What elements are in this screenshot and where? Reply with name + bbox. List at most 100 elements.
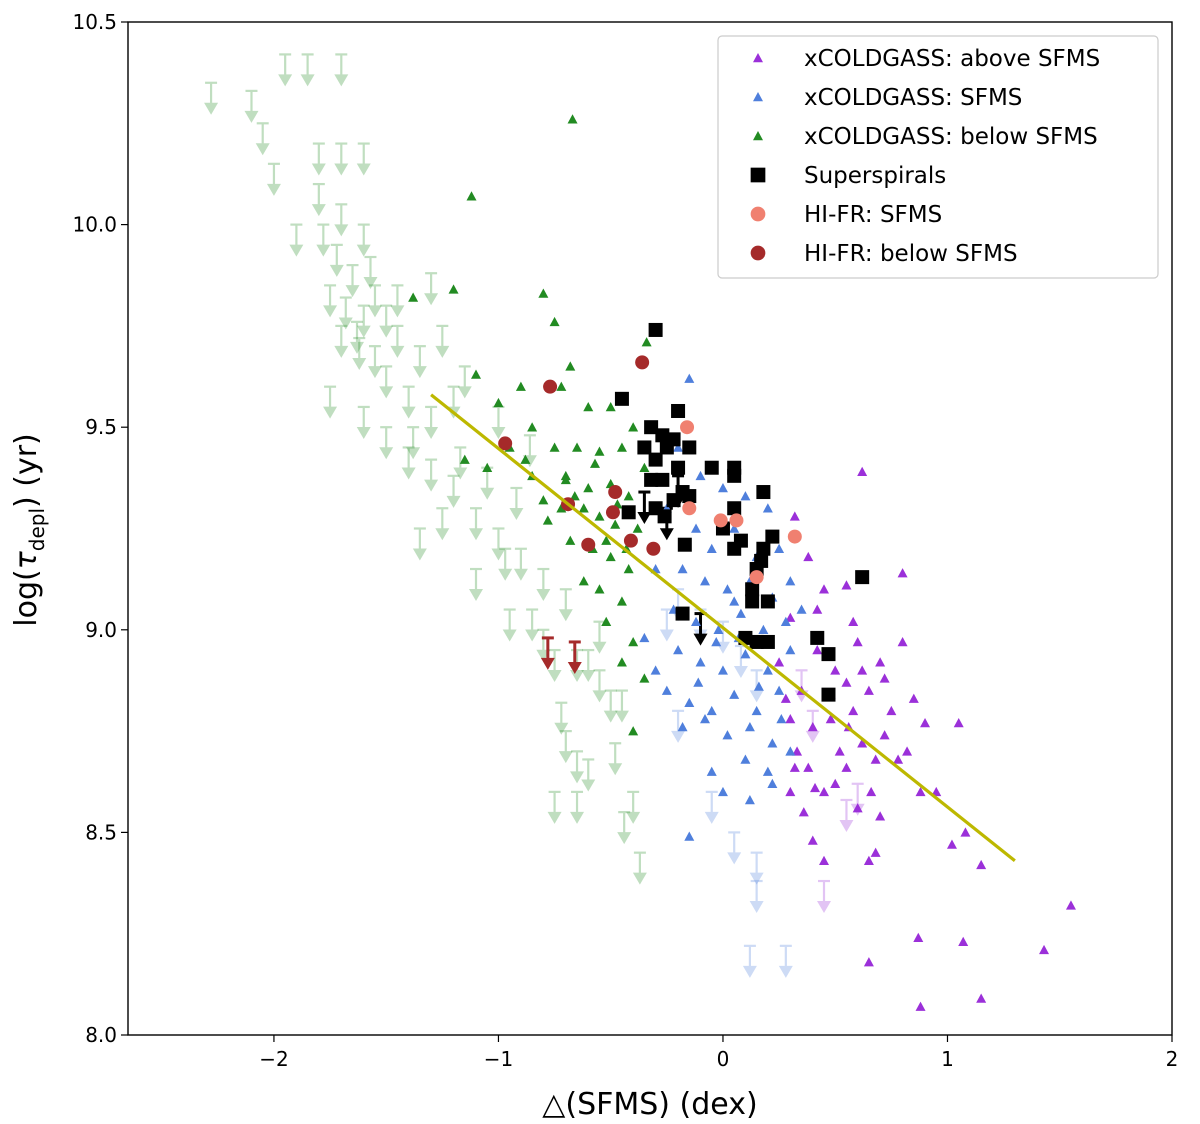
arrow-head	[733, 666, 748, 679]
xcoldgass-below-sfms-point	[549, 316, 560, 327]
xcoldgass-sfms-point	[717, 482, 728, 493]
upper-limit-arrow	[457, 365, 472, 399]
arrow-head	[637, 512, 652, 525]
upper-limit-arrow	[581, 648, 596, 683]
upper-limit-arrow	[367, 345, 382, 379]
xcoldgass-below-sfms-point	[542, 515, 553, 525]
upper-limit-arrow	[614, 689, 629, 723]
xcoldgass-above-sfms-point	[780, 693, 791, 703]
upper-limit-arrow	[323, 284, 338, 318]
arrow-head	[311, 204, 326, 217]
xcoldgass-below-sfms-point	[459, 454, 470, 464]
xcoldgass-sfms-point	[762, 503, 773, 513]
xcoldgass-sfms-point	[722, 730, 733, 740]
arrow-head	[345, 285, 360, 298]
xcoldgass-above-sfms-point	[841, 677, 852, 687]
arrow-head	[805, 730, 820, 743]
x-tick-label: −1	[484, 1047, 513, 1071]
xcoldgass-sfms-point	[785, 645, 796, 655]
xcoldgass-sfms-point	[639, 632, 650, 643]
xcoldgass-above-sfms-point	[913, 932, 924, 943]
xcoldgass-above-sfms-point	[920, 717, 931, 728]
xcoldgass-above-sfms-point	[976, 993, 987, 1003]
arrow-head	[554, 722, 569, 735]
xcoldgass-above-sfms-point	[830, 665, 841, 675]
xcoldgass-sfms-point	[717, 786, 728, 797]
superspirals-point	[765, 529, 780, 544]
xcoldgass-below-sfms-point	[641, 337, 652, 347]
xcoldgass-below-sfms-point	[565, 361, 576, 371]
legend-marker	[750, 206, 766, 222]
y-axis-label-symbol: τ	[9, 550, 44, 569]
y-tick-label: 9.0	[85, 618, 117, 642]
upper-limit-arrow	[334, 142, 349, 176]
superspirals-point	[727, 501, 742, 516]
xcoldgass-below-sfms-point	[628, 422, 639, 432]
upper-limit-arrow	[311, 182, 326, 217]
arrow-head	[491, 426, 506, 439]
xcoldgass-above-sfms-point	[841, 580, 852, 590]
xcoldgass-above-sfms-point	[953, 717, 964, 728]
axis-ticks: −2 −1 0 1 2 8.0 8.5 9.0 9.5 10.0 10.5	[72, 10, 1178, 1071]
upper-limit-arrow	[498, 547, 513, 581]
arrow-head	[390, 345, 405, 358]
arrow-head	[435, 528, 450, 541]
arrow-head	[727, 852, 742, 865]
upper-limit-arrow	[525, 608, 540, 642]
arrow-head	[278, 74, 293, 87]
xcoldgass-below-sfms-point	[471, 369, 481, 379]
xcoldgass-above-sfms-point	[875, 657, 886, 667]
upper-limit-arrow	[323, 385, 338, 419]
hi-fr-sfms-point	[682, 501, 697, 516]
arrow-head	[749, 901, 764, 914]
arrow-head	[570, 811, 585, 824]
xcoldgass-above-sfms-point	[866, 786, 877, 797]
xcoldgass-below-sfms-point	[567, 114, 578, 124]
y-tick-label: 9.5	[85, 415, 117, 439]
upper-limit-arrow	[329, 243, 344, 277]
points-layer	[408, 114, 1076, 1011]
arrow-head	[401, 467, 416, 480]
xcoldgass-above-sfms-point	[870, 847, 881, 857]
superspirals-point	[677, 537, 692, 552]
superspirals-point	[745, 582, 760, 597]
arrow-head	[334, 224, 349, 237]
superspirals-point	[821, 687, 836, 702]
arrow-head	[356, 426, 371, 439]
xcoldgass-below-sfms-point	[628, 636, 639, 647]
upper-limit-arrow	[603, 689, 618, 723]
arrow-head	[356, 325, 371, 338]
superspirals-point	[821, 647, 836, 662]
xcoldgass-below-sfms-point	[556, 381, 567, 391]
xcoldgass-above-sfms-point	[785, 612, 796, 622]
x-tick-label: 1	[941, 1047, 954, 1071]
arrow-head	[289, 244, 304, 257]
upper-limit-arrow	[412, 345, 427, 379]
xcoldgass-sfms-point	[740, 649, 751, 659]
arrow-head	[379, 447, 394, 460]
legend-marker	[753, 53, 763, 63]
legend-marker	[750, 245, 766, 261]
upper-limit-arrow	[367, 284, 382, 318]
upper-limit-arrow	[749, 879, 764, 914]
arrow-head	[498, 568, 513, 581]
superspirals-point	[671, 460, 686, 475]
upper-limit-arrow	[513, 547, 528, 581]
y-axis-label-sub: depl	[25, 508, 49, 551]
upper-limit-arrow	[390, 324, 405, 358]
plot-frame	[127, 21, 1173, 1036]
arrow-head	[406, 447, 421, 460]
upper-limit-arrow	[356, 304, 371, 338]
hi-fr-sfms-point	[729, 513, 744, 528]
xcoldgass-below-sfms-point	[466, 191, 477, 201]
arrow-head	[334, 345, 349, 358]
xcoldgass-below-sfms-point	[623, 491, 634, 501]
arrow-head	[334, 74, 349, 87]
xcoldgass-below-sfms-point	[616, 442, 627, 452]
arrow-head	[617, 832, 632, 845]
xcoldgass-above-sfms-point	[976, 859, 987, 870]
xcoldgass-above-sfms-point	[852, 803, 863, 813]
xcoldgass-below-sfms-point	[639, 673, 650, 683]
upper-limit-arrow	[626, 790, 641, 824]
upper-limit-arrow	[558, 588, 573, 622]
